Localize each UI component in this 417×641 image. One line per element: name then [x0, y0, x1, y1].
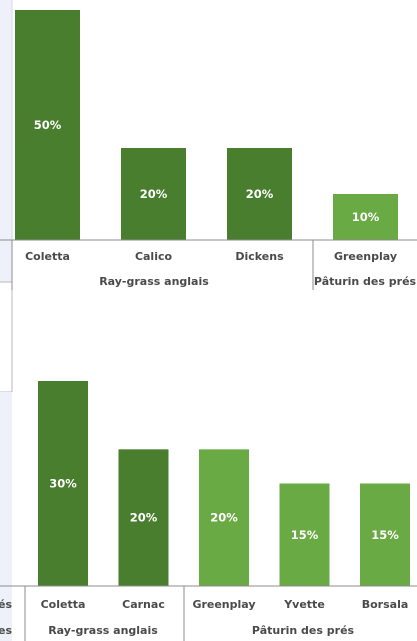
- chart-2-group-label-paturin: Pâturin des prés: [252, 624, 355, 637]
- chart-1-bar-3: [227, 148, 292, 240]
- chart-2-tick-label-2: Carnac: [122, 598, 165, 611]
- chart-1-bar-2: [121, 148, 186, 240]
- chart-2-data-label-1: 30%: [49, 477, 77, 491]
- chart-1-bar-1: [15, 10, 80, 240]
- chart-2-data-label-5: 15%: [371, 528, 399, 542]
- chart-2-bar-3: [199, 449, 249, 586]
- left-fragment-2: es: [0, 624, 12, 637]
- chart-2-bars: 30% 20% 20% 15% 15%: [38, 381, 410, 586]
- chart-2-tick-label-5: Borsala: [362, 598, 409, 611]
- chart-2-data-label-2: 20%: [130, 511, 158, 525]
- chart-1-data-label-1: 50%: [34, 118, 62, 132]
- chart-2-tick-label-1: Coletta: [41, 598, 86, 611]
- side-panel-bottom: [0, 392, 12, 641]
- chart-1-tick-label-1: Coletta: [25, 250, 70, 263]
- chart-1-data-label-2: 20%: [140, 187, 168, 201]
- chart-2-bar-2: [118, 449, 169, 586]
- chart-1-bars: 50% 20% 20% 10%: [15, 10, 398, 240]
- chart-2-tick-label-4: Yvette: [283, 598, 325, 611]
- chart-1-bar-4: [333, 194, 398, 240]
- chart-2-bar-1: [38, 381, 88, 586]
- chart-2-tick-label-3: Greenplay: [192, 598, 255, 611]
- chart-2-group-label-ray-grass: Ray-grass anglais: [48, 624, 158, 637]
- chart-1-tick-label-2: Calico: [135, 250, 173, 263]
- side-panel-top: [0, 0, 12, 282]
- chart-2-data-label-3: 20%: [210, 511, 238, 525]
- chart-2: 30% 20% 20% 15% 15% Coletta Carnac Greenplay Yv…: [0, 381, 417, 641]
- chart-1-tick-label-4: Greenplay: [334, 250, 397, 263]
- left-fragment-1: és: [0, 598, 12, 611]
- chart-2-bar-4: [279, 483, 330, 586]
- chart-1-tick-labels: Coletta Calico Dickens Greenplay: [25, 250, 397, 263]
- chart-1-tick-label-3: Dickens: [235, 250, 284, 263]
- chart-2-bar-5: [360, 483, 410, 586]
- chart-1: 50% 20% 20% 10% Coletta Calico Dickens Greenpl…: [0, 10, 417, 290]
- chart-2-data-label-4: 15%: [291, 528, 319, 542]
- chart-1-data-label-4: 10%: [352, 210, 380, 224]
- chart-2-tick-labels: Coletta Carnac Greenplay Yvette Borsala: [41, 598, 409, 611]
- chart-1-data-label-3: 20%: [246, 187, 274, 201]
- chart-1-group-label-ray-grass: Ray-grass anglais: [99, 275, 209, 288]
- chart-1-group-label-paturin: Pâturin des prés: [314, 275, 417, 288]
